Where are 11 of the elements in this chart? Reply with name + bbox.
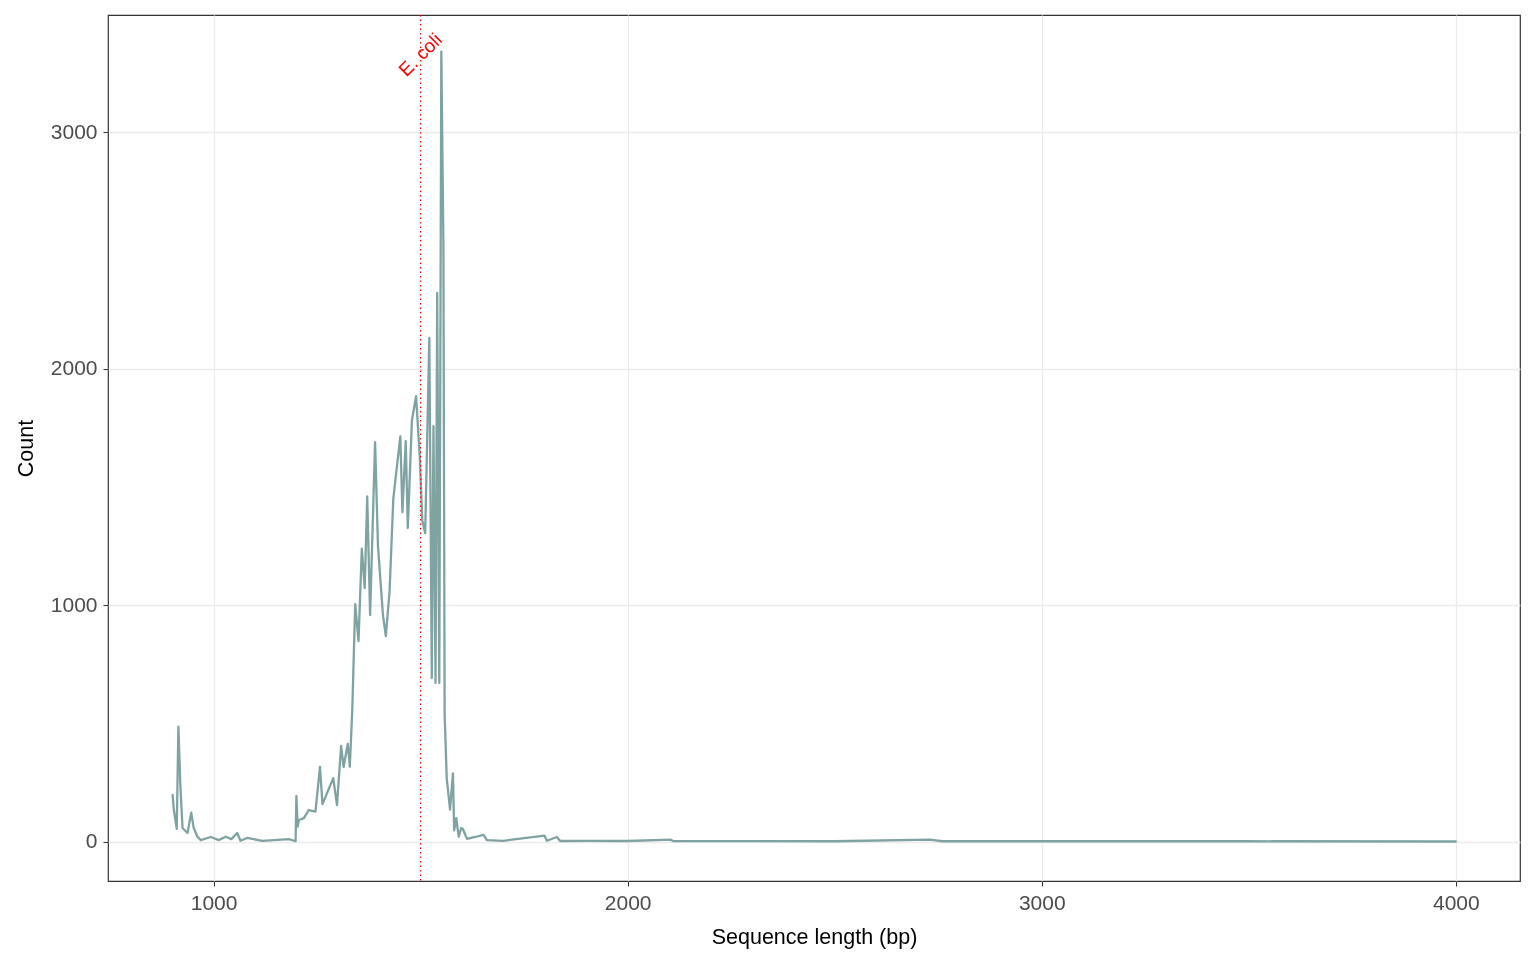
x-tick-label: 4000: [1432, 890, 1480, 914]
y-tick-label: 2000: [50, 356, 98, 380]
y-tick-label: 3000: [50, 119, 98, 143]
y-tick-label: 0: [85, 829, 98, 853]
x-tick-label: 2000: [604, 890, 652, 914]
y-tick-label: 1000: [50, 592, 98, 616]
x-tick-label: 1000: [190, 890, 238, 914]
y-axis-title: Count: [13, 419, 38, 478]
x-axis-title: Sequence length (bp): [711, 924, 918, 949]
x-tick-label: 3000: [1018, 890, 1066, 914]
ref-line-label: E. coli: [394, 28, 446, 81]
